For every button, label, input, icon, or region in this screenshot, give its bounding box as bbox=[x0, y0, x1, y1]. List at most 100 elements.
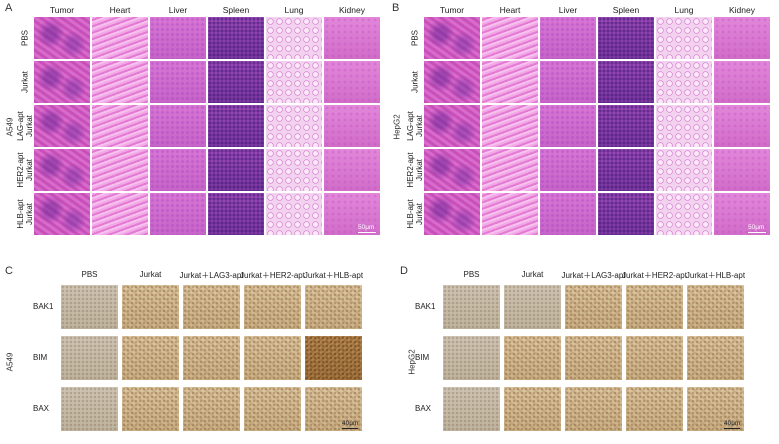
row-label: LAG-apt Jurkat bbox=[406, 111, 424, 141]
he-tile bbox=[34, 105, 90, 147]
ihc-tile bbox=[183, 336, 240, 380]
he-tile bbox=[324, 61, 380, 103]
column-header: Jurkat＋HER2-apt bbox=[622, 271, 687, 280]
ihc-tile bbox=[504, 336, 561, 380]
marker-label: BIM bbox=[33, 353, 48, 362]
ihc-tile bbox=[122, 336, 179, 380]
ihc-tile bbox=[504, 387, 561, 431]
he-tile bbox=[324, 193, 380, 235]
scale-bar-line bbox=[724, 428, 740, 429]
column-header: Kidney bbox=[339, 5, 365, 15]
marker-label: BAK1 bbox=[415, 302, 436, 311]
he-tile bbox=[324, 105, 380, 147]
he-tile bbox=[208, 193, 264, 235]
row-label-line: PBS bbox=[410, 29, 420, 47]
column-header: Liver bbox=[168, 5, 188, 15]
ihc-tile bbox=[687, 285, 744, 329]
he-tile bbox=[656, 17, 712, 59]
row-label-line: Jurkat bbox=[20, 71, 30, 93]
row-label-line: LAG-apt bbox=[16, 111, 25, 141]
panel-letter-C: C bbox=[5, 265, 13, 277]
he-tile bbox=[714, 149, 770, 191]
he-tile bbox=[92, 61, 148, 103]
he-tile bbox=[714, 17, 770, 59]
cell-line-label: A549 bbox=[5, 117, 15, 137]
row-label-line: Jurkat bbox=[25, 115, 34, 137]
he-tile bbox=[482, 61, 538, 103]
he-tile bbox=[540, 105, 596, 147]
he-tile bbox=[540, 149, 596, 191]
he-tile bbox=[266, 193, 322, 235]
he-tile bbox=[34, 17, 90, 59]
ihc-tile bbox=[687, 387, 744, 431]
row-label-line: HLB-apt bbox=[406, 199, 415, 229]
ihc-tile bbox=[443, 336, 500, 380]
ihc-tile bbox=[565, 387, 622, 431]
ihc-tile bbox=[565, 336, 622, 380]
column-header: Spleen bbox=[222, 5, 250, 15]
column-header: Heart bbox=[499, 5, 521, 15]
cell-line-label: A549 bbox=[5, 352, 15, 371]
he-tile bbox=[92, 149, 148, 191]
he-tile bbox=[150, 17, 206, 59]
column-header: Jurkat bbox=[139, 270, 162, 279]
column-header: Liver bbox=[558, 5, 578, 15]
he-tile bbox=[266, 105, 322, 147]
scale-bar-label: 40μm bbox=[342, 420, 359, 427]
he-tile bbox=[482, 149, 538, 191]
he-tile bbox=[482, 105, 538, 147]
ihc-tile bbox=[626, 387, 683, 431]
scale-bar-line bbox=[748, 232, 766, 233]
he-tile bbox=[656, 105, 712, 147]
row-label: HER2-apt Jurkat bbox=[406, 152, 424, 187]
column-header: Jurkat＋HLB-apt bbox=[685, 271, 746, 280]
he-tile bbox=[150, 61, 206, 103]
row-label-line: LAG-apt bbox=[406, 111, 415, 141]
he-tile bbox=[424, 17, 480, 59]
he-tile bbox=[598, 17, 654, 59]
he-tile bbox=[208, 61, 264, 103]
ihc-tile bbox=[687, 336, 744, 380]
he-tile bbox=[266, 61, 322, 103]
he-tile bbox=[482, 17, 538, 59]
row-label-line: Jurkat bbox=[25, 203, 34, 225]
row-label: HLB-apt Jurkat bbox=[16, 199, 34, 228]
column-header: Tumor bbox=[49, 5, 75, 15]
row-label-line: Jurkat bbox=[410, 71, 420, 93]
scale-bar-line bbox=[358, 232, 376, 233]
cell-line-label: HepG2 bbox=[392, 114, 402, 140]
marker-label: BAX bbox=[33, 404, 50, 413]
row-label: Jurkat bbox=[411, 71, 420, 93]
he-tile bbox=[266, 149, 322, 191]
marker-label: BAX bbox=[415, 404, 432, 413]
column-header: PBS bbox=[81, 270, 98, 279]
panel-letter-D: D bbox=[400, 265, 408, 277]
he-tile bbox=[324, 149, 380, 191]
ihc-tile bbox=[122, 285, 179, 329]
column-header: Jurkat＋HER2-apt bbox=[240, 271, 305, 280]
he-tile bbox=[656, 193, 712, 235]
row-label-line: Jurkat bbox=[25, 159, 34, 181]
he-tile bbox=[714, 193, 770, 235]
scale-bar-line bbox=[342, 428, 358, 429]
column-header: Jurkat＋LAG3-apt bbox=[179, 271, 244, 280]
he-tile bbox=[324, 17, 380, 59]
column-header: Jurkat＋HLB-apt bbox=[303, 271, 364, 280]
he-tile bbox=[150, 105, 206, 147]
he-tile bbox=[34, 193, 90, 235]
ihc-tile bbox=[61, 336, 118, 380]
he-tile bbox=[482, 193, 538, 235]
he-tile bbox=[598, 193, 654, 235]
he-tile bbox=[540, 193, 596, 235]
column-header: Jurkat bbox=[521, 270, 544, 279]
row-label-line: HER2-apt bbox=[16, 152, 25, 188]
he-tile bbox=[598, 105, 654, 147]
he-tile bbox=[34, 149, 90, 191]
he-tile bbox=[424, 193, 480, 235]
scale-bar-label: 40μm bbox=[724, 420, 741, 427]
he-tile bbox=[208, 17, 264, 59]
row-label-line: HLB-apt bbox=[16, 199, 25, 229]
ihc-tile bbox=[61, 285, 118, 329]
column-header: Lung bbox=[284, 5, 304, 15]
column-header: Jurkat＋LAG3-apt bbox=[561, 271, 626, 280]
